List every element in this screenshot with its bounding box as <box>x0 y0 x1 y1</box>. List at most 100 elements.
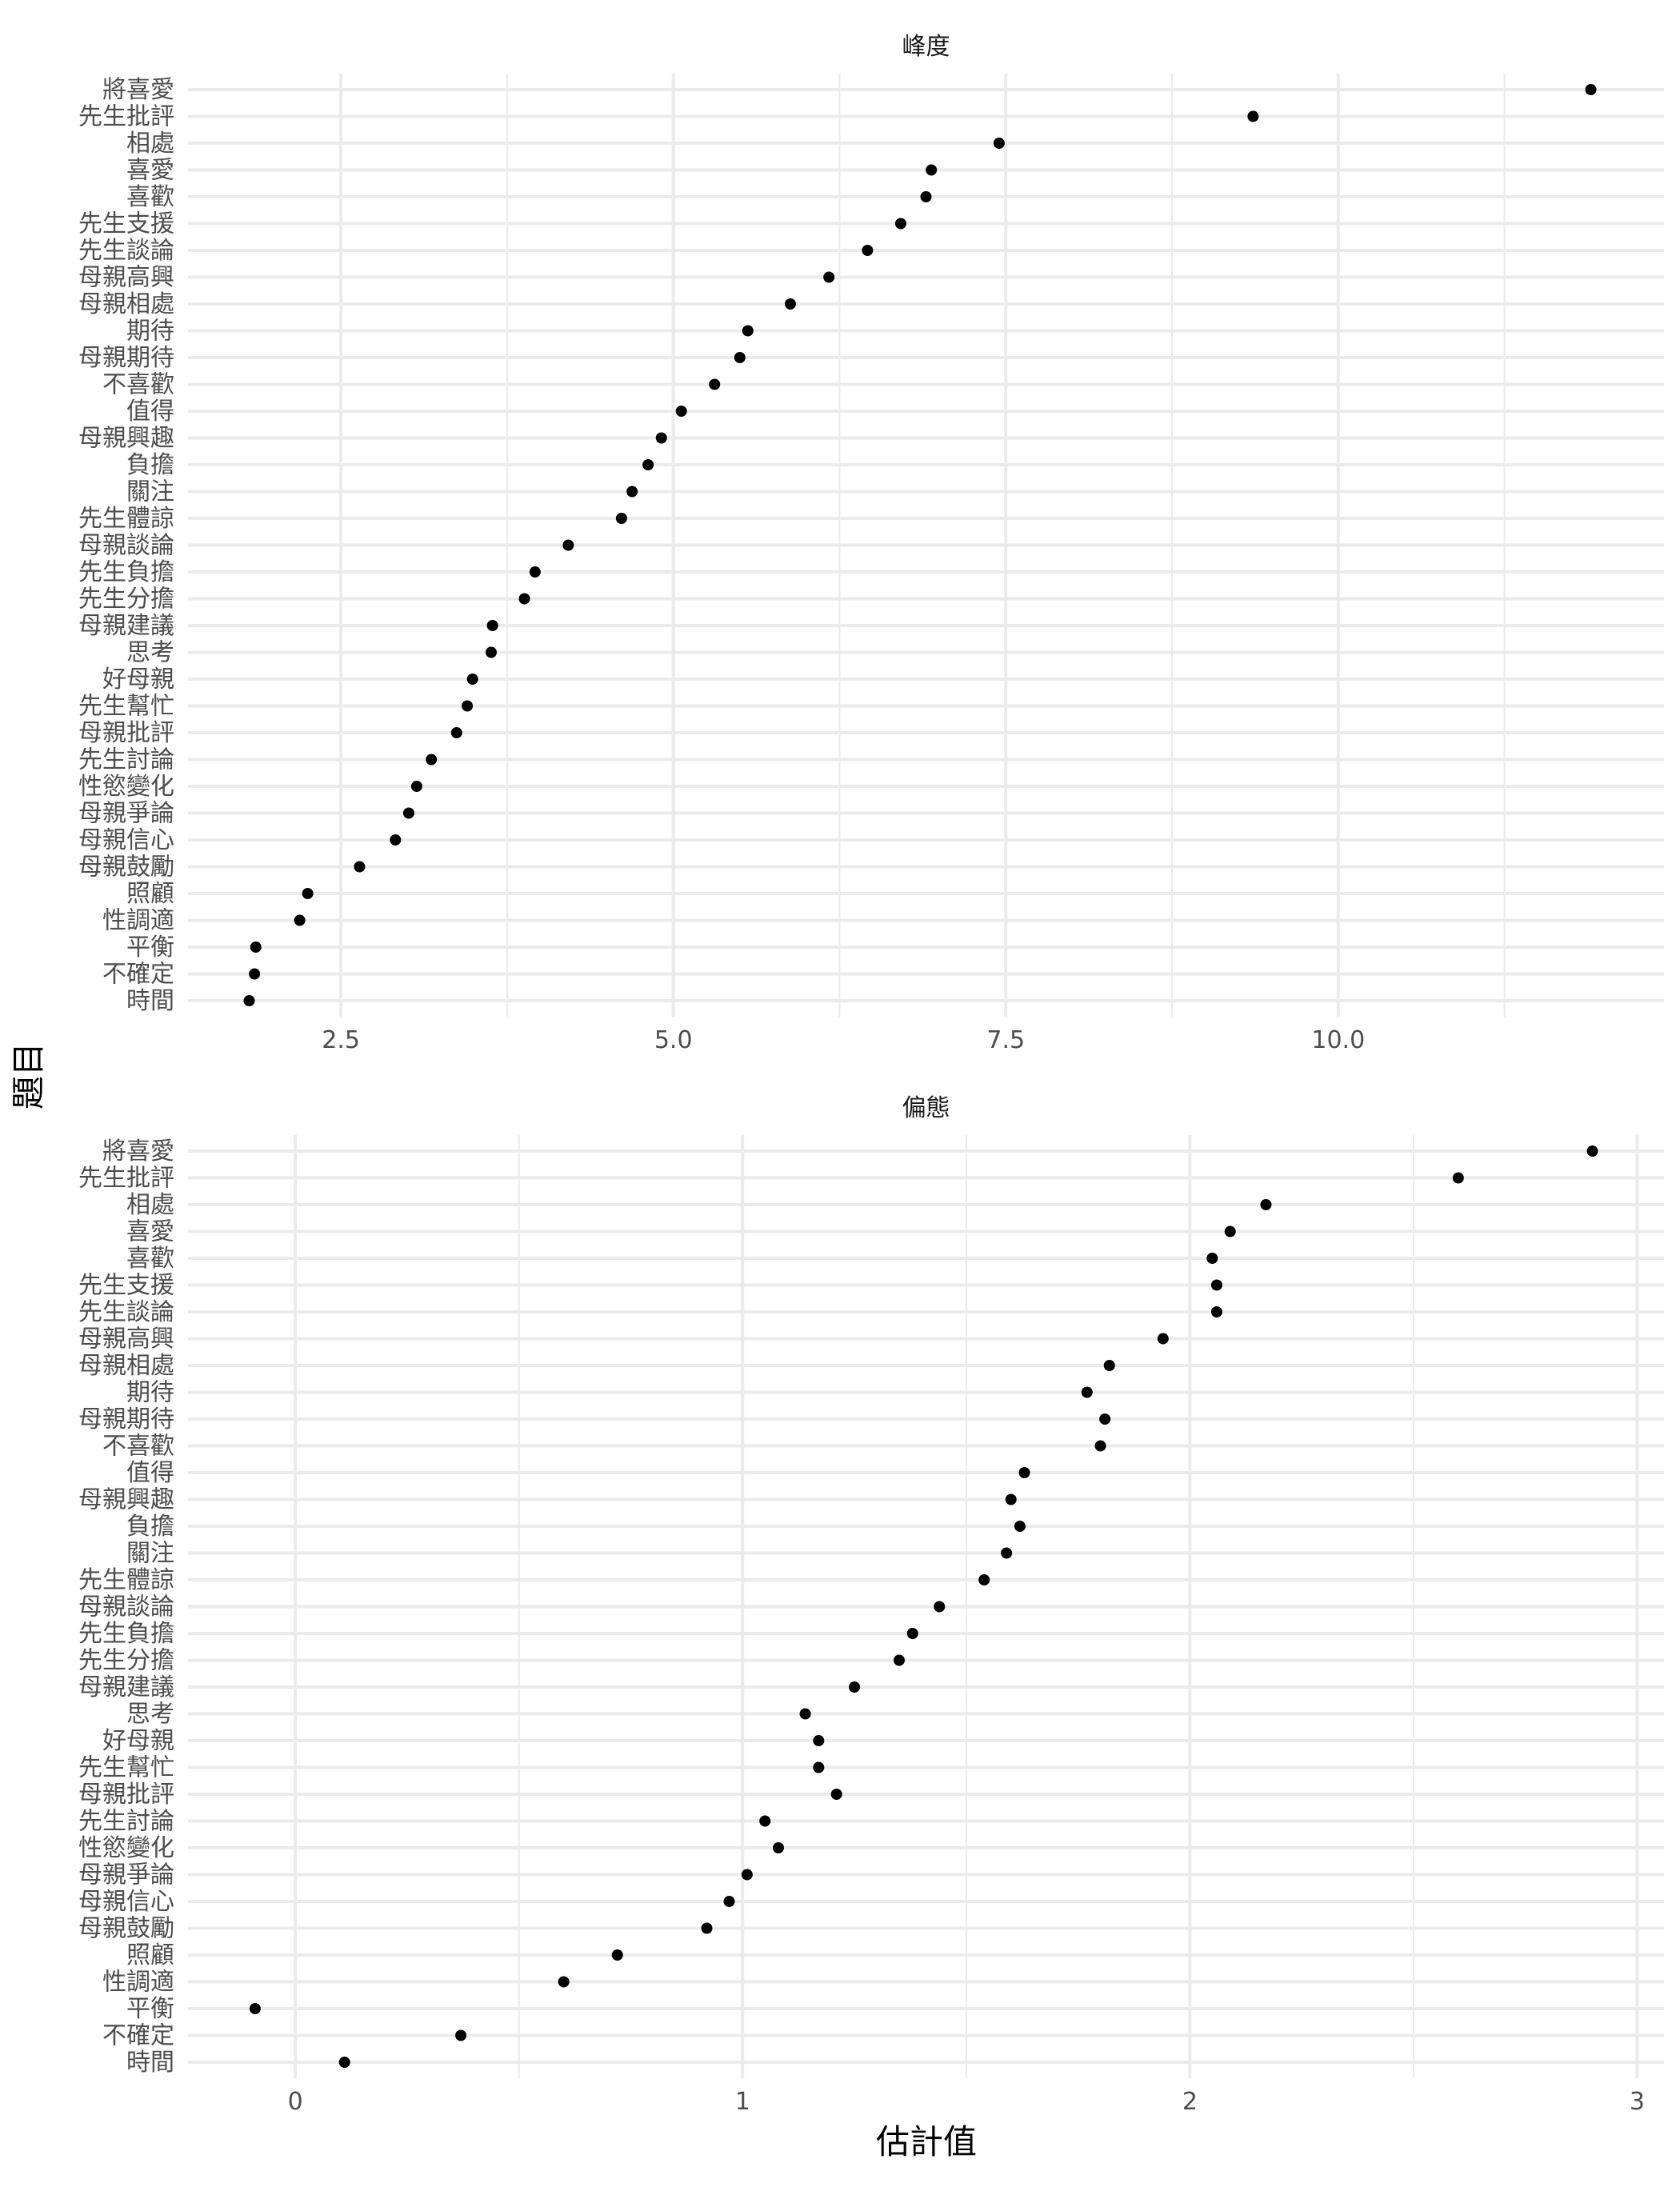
data-point <box>862 245 874 256</box>
data-point <box>518 593 530 605</box>
y-tick-label: 平衡 <box>126 1995 174 2023</box>
data-point <box>893 1654 905 1666</box>
panel-skewness: 偏態將喜愛先生批評相處喜愛喜歡先生支援先生談論母親高興母親相處期待母親期待不喜歡… <box>78 1094 1664 2116</box>
y-tick-label: 先生支援 <box>78 1272 174 1300</box>
y-tick-label: 性調適 <box>102 907 174 935</box>
y-tick-label: 母親興趣 <box>78 1486 174 1514</box>
data-point <box>354 861 366 873</box>
data-point <box>734 352 746 363</box>
data-point <box>1014 1521 1026 1532</box>
y-tick-label: 母親批評 <box>78 719 174 747</box>
data-point <box>742 325 754 337</box>
y-tick-label: 時間 <box>126 987 174 1015</box>
y-tick-label: 不喜歡 <box>102 371 174 399</box>
y-tick-label: 喜愛 <box>126 1218 174 1246</box>
y-tick-label: 關注 <box>126 478 174 506</box>
data-point <box>906 1628 918 1639</box>
y-tick-label: 母親信心 <box>78 826 174 854</box>
y-tick-label: 母親批評 <box>78 1781 174 1809</box>
y-tick-label: 期待 <box>126 318 174 346</box>
y-tick-label: 相處 <box>126 1191 174 1219</box>
data-point <box>920 191 932 202</box>
data-point <box>558 1976 570 1988</box>
data-point <box>709 378 721 390</box>
y-tick-label: 照顧 <box>126 880 174 908</box>
y-tick-label: 性調適 <box>102 1969 174 1997</box>
y-tick-label: 負擔 <box>126 451 174 479</box>
data-point <box>1585 84 1597 95</box>
data-point <box>466 674 478 685</box>
data-point <box>1005 1493 1017 1505</box>
data-point <box>830 1789 842 1800</box>
y-tick-label: 好母親 <box>102 1727 174 1755</box>
data-point <box>849 1681 861 1693</box>
y-tick-label: 先生負擔 <box>78 558 174 586</box>
y-tick-label: 相處 <box>126 130 174 158</box>
y-tick-label: 母親談論 <box>78 532 174 560</box>
y-tick-label: 母親鼓勵 <box>78 1915 174 1943</box>
y-tick-label: 先生幫忙 <box>78 1754 174 1782</box>
data-point <box>1452 1172 1464 1184</box>
y-tick-label: 先生支援 <box>78 210 174 238</box>
data-point <box>243 995 255 1006</box>
data-point <box>784 298 796 310</box>
data-point <box>1018 1467 1030 1478</box>
data-point <box>723 1896 735 1907</box>
y-tick-label: 先生談論 <box>78 1298 174 1326</box>
y-tick-label: 值得 <box>126 1459 174 1487</box>
y-tick-label: 不喜歡 <box>102 1433 174 1461</box>
data-point <box>1081 1386 1093 1398</box>
data-point <box>250 942 262 953</box>
data-point <box>410 781 422 792</box>
data-point <box>675 406 687 417</box>
y-tick-label: 先生體諒 <box>78 1566 174 1594</box>
data-point <box>1260 1199 1272 1210</box>
x-tick-label: 0 <box>288 2088 303 2116</box>
data-point <box>1103 1360 1115 1371</box>
data-point <box>1210 1306 1222 1317</box>
data-point <box>741 1869 753 1881</box>
y-tick-label: 母親高興 <box>78 1325 174 1353</box>
data-point <box>249 2003 261 2014</box>
x-tick-label: 2.5 <box>322 1026 360 1054</box>
x-tick-label: 7.5 <box>986 1026 1025 1054</box>
data-point <box>338 2057 350 2068</box>
y-tick-label: 先生批評 <box>78 103 174 131</box>
y-tick-label: 喜歡 <box>126 183 174 211</box>
y-tick-label: 母親爭論 <box>78 1861 174 1889</box>
panel-title: 峰度 <box>902 33 950 61</box>
data-point <box>529 566 541 578</box>
data-point <box>894 218 906 230</box>
y-tick-label: 性慾變化 <box>78 1834 174 1862</box>
y-tick-label: 先生負擔 <box>78 1620 174 1648</box>
data-point <box>813 1761 825 1773</box>
data-point <box>773 1842 784 1853</box>
y-tick-label: 先生分擔 <box>78 586 174 614</box>
data-point <box>626 486 638 498</box>
y-tick-label: 喜歡 <box>126 1245 174 1273</box>
y-tick-label: 母親爭論 <box>78 800 174 828</box>
y-tick-label: 母親期待 <box>78 1405 174 1433</box>
data-point <box>611 1949 623 1961</box>
data-point <box>486 620 498 631</box>
y-axis-title: 題目 <box>9 1042 48 1109</box>
y-tick-label: 思考 <box>126 1701 174 1729</box>
y-tick-label: 負擔 <box>126 1513 174 1541</box>
panel-kurtosis: 峰度將喜愛先生批評相處喜愛喜歡先生支援先生談論母親高興母親相處期待母親期待不喜歡… <box>78 33 1664 1054</box>
x-tick-label: 1 <box>735 2088 750 2116</box>
data-point <box>759 1815 771 1827</box>
data-point <box>302 888 314 899</box>
y-tick-label: 先生批評 <box>78 1165 174 1193</box>
y-tick-label: 先生分擔 <box>78 1647 174 1675</box>
y-tick-label: 值得 <box>126 398 174 426</box>
data-point <box>813 1735 825 1746</box>
y-tick-label: 母親相處 <box>78 1352 174 1380</box>
data-point <box>1157 1333 1169 1345</box>
data-point <box>615 513 627 524</box>
data-point <box>562 539 574 551</box>
data-point <box>1094 1440 1106 1452</box>
y-tick-label: 思考 <box>126 639 174 667</box>
y-tick-label: 先生討論 <box>78 1808 174 1836</box>
